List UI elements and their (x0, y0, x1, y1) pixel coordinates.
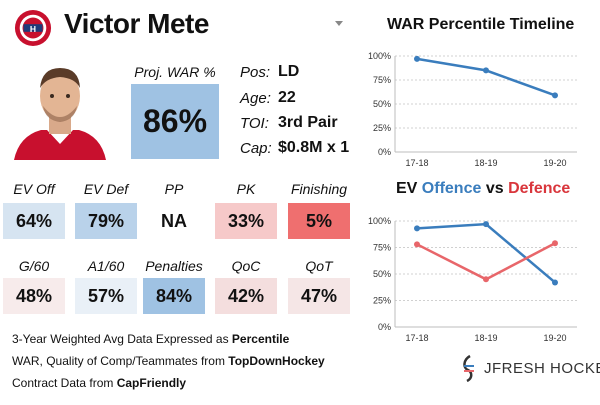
proj-war-value: 86% (131, 84, 219, 159)
data-point (414, 55, 420, 62)
age-label: Age: (240, 90, 271, 107)
y-tick-label: 75% (373, 243, 391, 253)
metric-label-penalties: Penalties (145, 258, 203, 274)
svg-text:H: H (30, 24, 36, 34)
y-tick-label: 0% (378, 322, 391, 332)
chart2-title: EV Offence vs Defence (396, 180, 571, 197)
x-tick-label: 19-20 (543, 333, 566, 343)
metric-label-ev-def: EV Def (83, 181, 129, 197)
data-point (552, 240, 558, 247)
war-percentile-chart: 100% 75% 50% 25% 0% 17-18 18-19 19-20 (368, 51, 577, 168)
player-photo (9, 58, 111, 160)
metric-label-finishing: Finishing (290, 181, 348, 197)
y-tick-label: 75% (373, 75, 391, 85)
chart1-title: WAR Percentile Timeline (387, 16, 575, 33)
x-tick-label: 19-20 (543, 158, 566, 168)
cap-label: Cap: (240, 140, 272, 157)
x-tick-label: 17-18 (405, 333, 428, 343)
x-tick-label: 18-19 (474, 333, 497, 343)
toi-label: TOI: (240, 115, 269, 132)
data-point (483, 276, 489, 283)
metric-value-qoc: 42% (215, 278, 277, 314)
metric-value-g60: 48% (3, 278, 65, 314)
metric-value-finishing: 5% (288, 203, 350, 239)
metric-value-qot: 47% (288, 278, 350, 314)
metric-value-penalties: 84% (143, 278, 205, 314)
metric-value-ev-off: 64% (3, 203, 65, 239)
player-name: Victor Mete (64, 8, 209, 39)
metric-label-qot: QoT (305, 258, 333, 274)
brand-text: JFRESH HOCKEY (484, 359, 600, 377)
metric-value-ev-def: 79% (75, 203, 137, 239)
metric-label-pk: PK (236, 181, 256, 197)
data-point (414, 241, 420, 248)
x-tick-label: 18-19 (474, 158, 497, 168)
data-point (552, 92, 558, 99)
metric-label-ev-off: EV Off (13, 181, 55, 197)
note-percentile: 3-Year Weighted Avg Data Expressed as Pe… (12, 332, 290, 346)
cap-value: $0.8M x 1 (278, 139, 350, 156)
y-tick-label: 0% (378, 147, 391, 157)
note-war-source: WAR, Quality of Comp/Teammates from TopD… (12, 354, 325, 368)
pos-value: LD (278, 63, 300, 80)
brand: JFRESH HOCKEY (460, 354, 600, 382)
metric-value-pk: 33% (215, 203, 277, 239)
series-line-0 (416, 57, 556, 97)
x-tick-label: 17-18 (405, 158, 428, 168)
y-tick-label: 50% (373, 269, 391, 279)
age-value: 22 (278, 89, 296, 106)
metric-label-pp: PP (164, 181, 184, 197)
metric-label-g60: G/60 (18, 258, 50, 274)
data-point (414, 225, 420, 232)
brand-logo-icon (463, 354, 474, 382)
team-logo: H (14, 9, 52, 47)
data-point (483, 221, 489, 228)
pos-label: Pos: (240, 64, 271, 81)
y-tick-label: 100% (368, 51, 391, 61)
toi-value: 3rd Pair (278, 114, 338, 131)
metric-label-a160: A1/60 (87, 258, 125, 274)
y-tick-label: 25% (373, 296, 391, 306)
chevron-down-icon[interactable] (334, 18, 344, 28)
metric-label-qoc: QoC (231, 258, 261, 274)
ev-offence-defence-chart: 100% 75% 50% 25% 0% 17-18 18-19 19-20 (368, 216, 577, 343)
y-tick-label: 50% (373, 99, 391, 109)
series-line-defence (416, 242, 556, 281)
y-tick-label: 25% (373, 123, 391, 133)
metric-value-pp: NA (143, 203, 205, 239)
note-contract-source: Contract Data from CapFriendly (12, 376, 187, 390)
data-point (483, 67, 489, 74)
y-tick-label: 100% (368, 216, 391, 226)
metric-value-a160: 57% (75, 278, 137, 314)
proj-war-label: Proj. WAR % (134, 64, 216, 80)
data-point (552, 279, 558, 286)
